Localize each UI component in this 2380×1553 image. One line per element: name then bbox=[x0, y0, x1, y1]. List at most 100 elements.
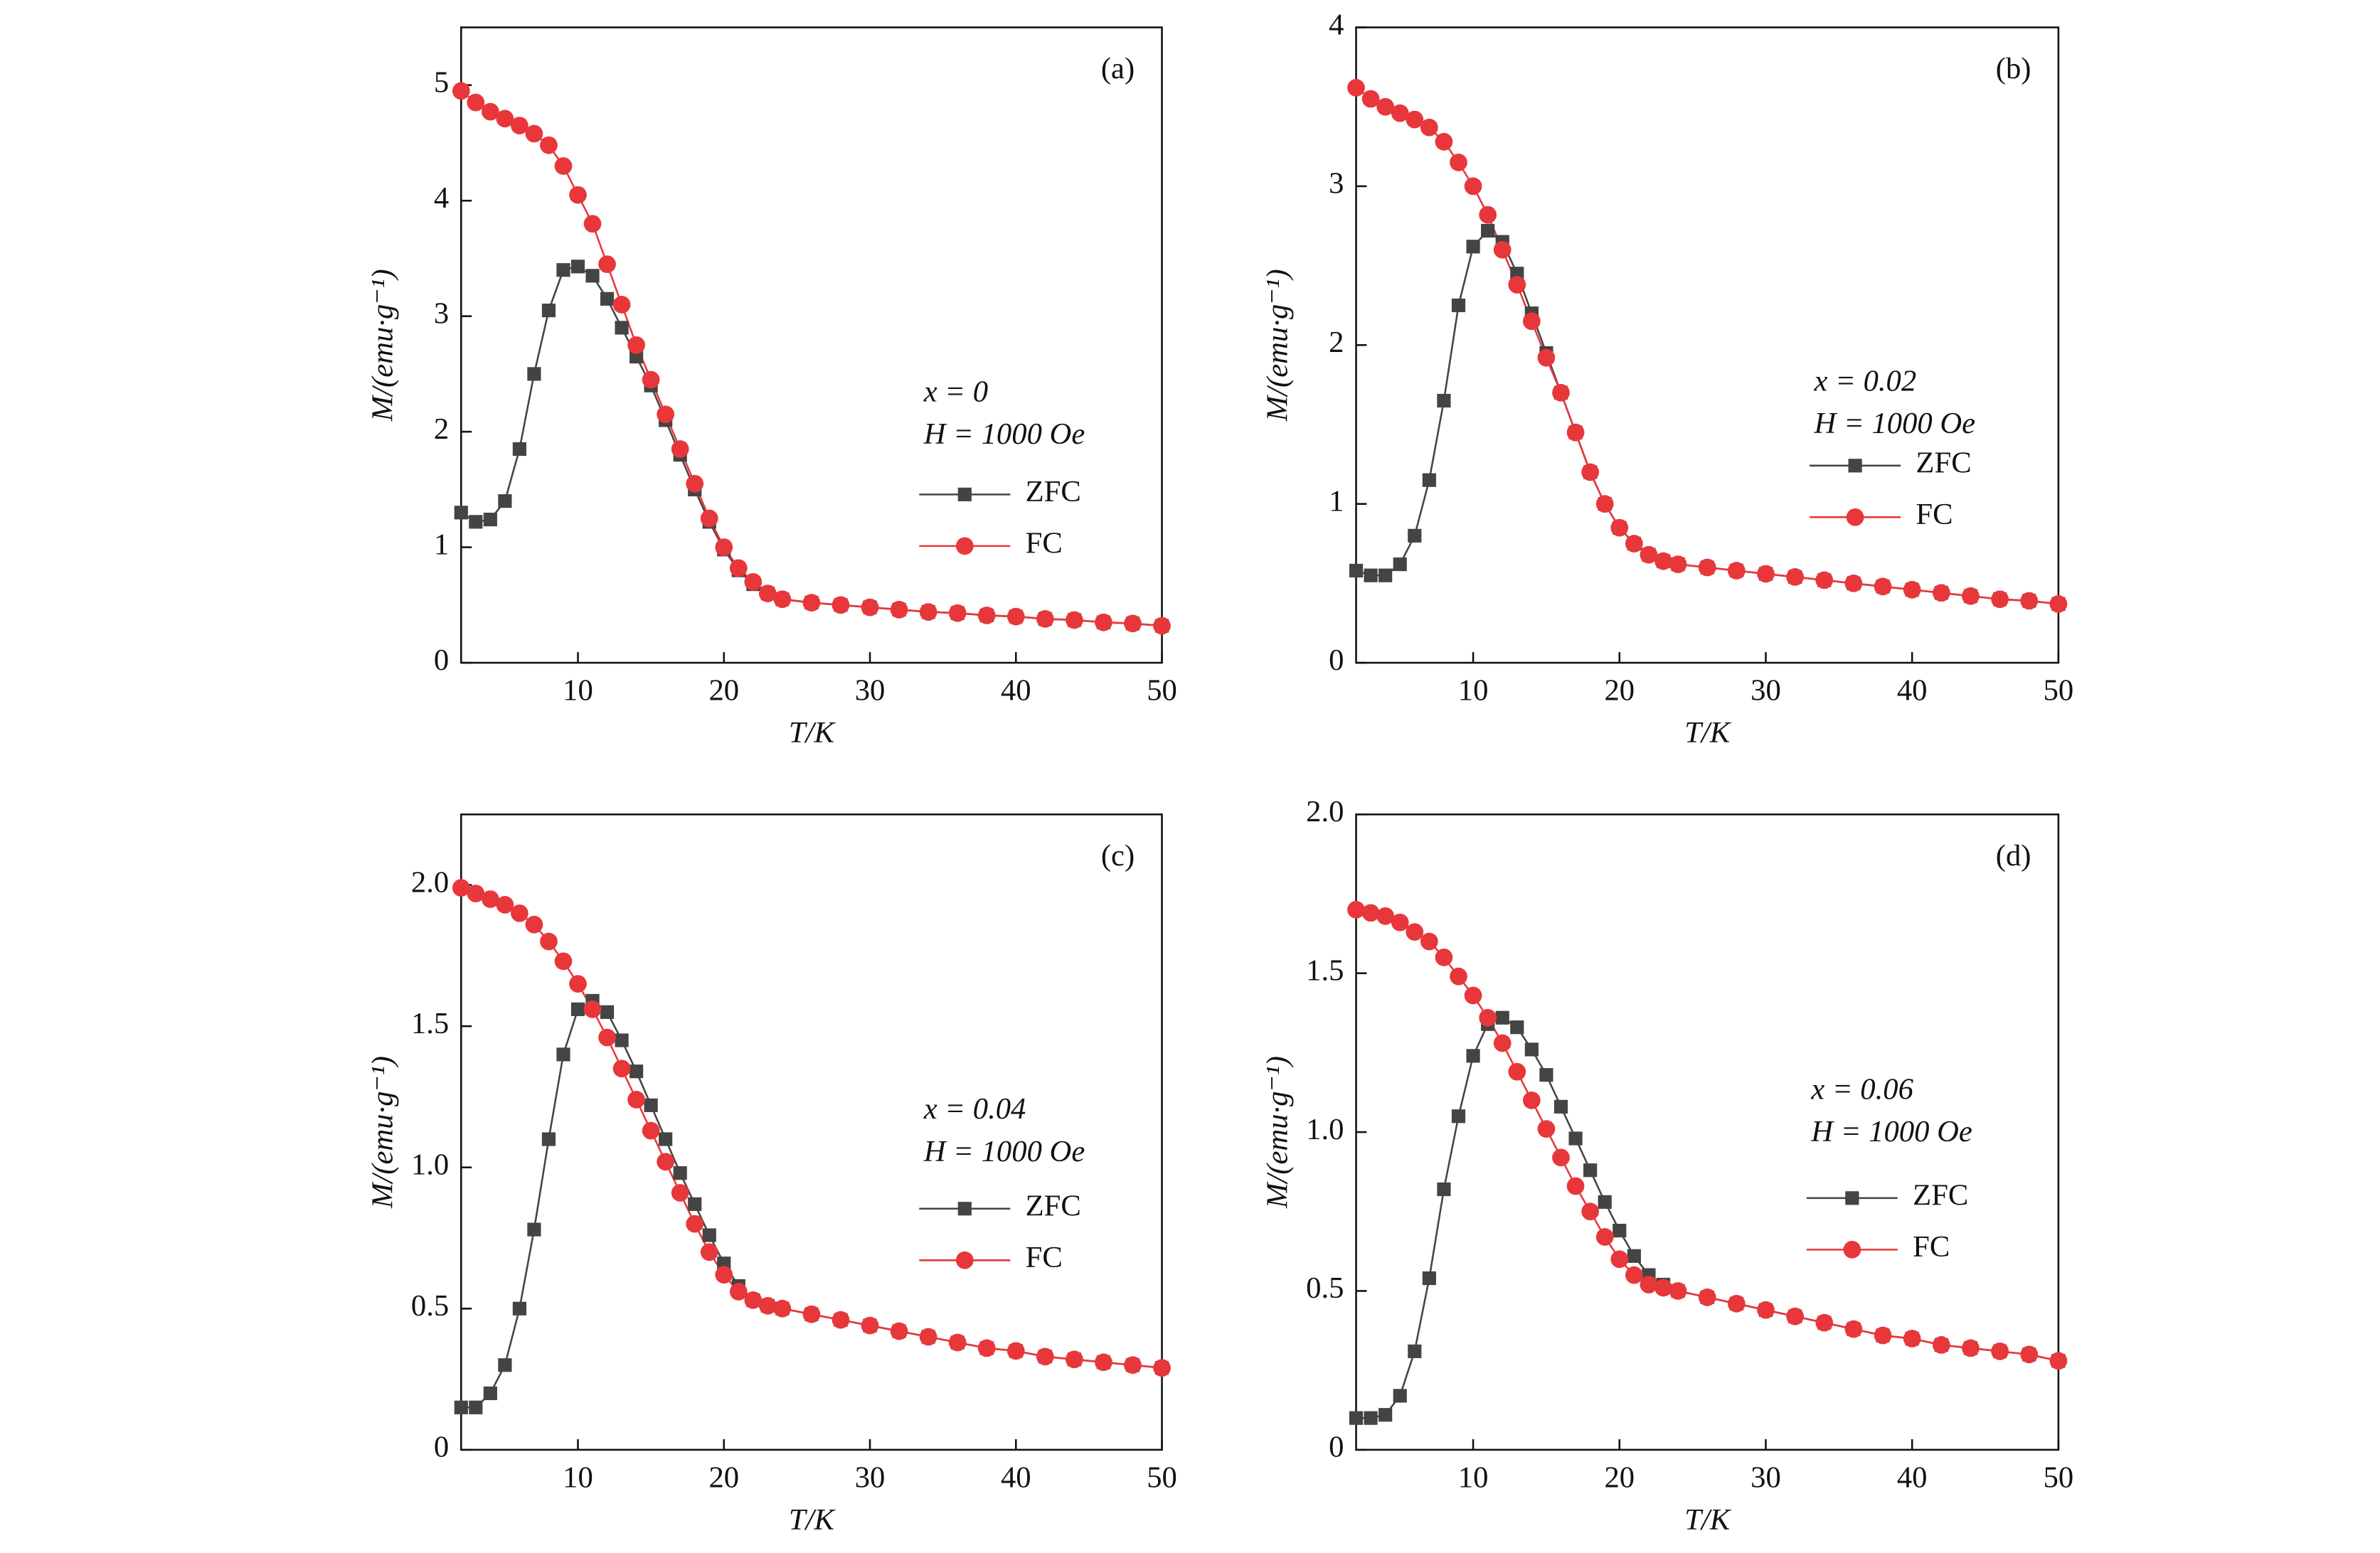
data-point bbox=[1654, 552, 1672, 570]
panel-label: (b) bbox=[1996, 52, 2031, 85]
legend-marker bbox=[1845, 1191, 1859, 1205]
data-point bbox=[1566, 423, 1585, 442]
data-point bbox=[1727, 1294, 1746, 1313]
legend-label: ZFC bbox=[1026, 475, 1081, 508]
data-point bbox=[1568, 1131, 1583, 1146]
y-tick-label: 2 bbox=[1329, 326, 1344, 359]
data-point bbox=[627, 336, 645, 354]
data-point bbox=[525, 915, 543, 934]
data-point bbox=[1435, 948, 1453, 966]
data-point bbox=[1420, 118, 1438, 137]
data-point bbox=[644, 1098, 658, 1112]
x-tick-label: 50 bbox=[2044, 673, 2074, 707]
data-point bbox=[511, 117, 528, 134]
data-point bbox=[1464, 177, 1482, 196]
data-point bbox=[1522, 312, 1541, 331]
data-point bbox=[1786, 1307, 1804, 1325]
data-point bbox=[1537, 348, 1556, 367]
y-tick-label: 2 bbox=[434, 412, 449, 446]
data-point bbox=[773, 590, 792, 609]
data-point bbox=[600, 1005, 615, 1019]
data-point bbox=[629, 1064, 644, 1079]
data-point bbox=[525, 124, 543, 143]
data-point bbox=[540, 932, 558, 951]
data-point bbox=[1581, 1202, 1600, 1221]
data-point bbox=[1450, 967, 1467, 986]
data-point bbox=[1378, 1408, 1393, 1422]
data-point bbox=[583, 215, 602, 233]
data-point bbox=[1640, 545, 1658, 564]
data-point bbox=[1522, 1092, 1541, 1109]
data-point bbox=[1347, 79, 1365, 97]
data-point bbox=[1698, 1288, 1716, 1306]
data-point bbox=[454, 506, 468, 520]
data-point bbox=[744, 572, 763, 591]
data-point bbox=[977, 1339, 996, 1357]
x-tick-label: 10 bbox=[563, 673, 593, 707]
x-tick-label: 40 bbox=[1897, 1461, 1928, 1494]
y-tick-label: 4 bbox=[434, 181, 449, 215]
data-point bbox=[702, 1228, 716, 1242]
data-point bbox=[498, 1358, 512, 1372]
annotation: x = 0.06 bbox=[1810, 1072, 1913, 1106]
data-point bbox=[1466, 1049, 1480, 1063]
data-point bbox=[481, 102, 499, 121]
data-point bbox=[1466, 240, 1480, 254]
data-point bbox=[629, 349, 644, 364]
legend-marker bbox=[955, 537, 974, 555]
y-tick-label: 1.5 bbox=[1306, 954, 1344, 987]
data-point bbox=[570, 260, 585, 274]
data-point bbox=[1479, 206, 1497, 224]
x-tick-label: 10 bbox=[1458, 673, 1489, 707]
data-point bbox=[1066, 1350, 1083, 1369]
data-point bbox=[1364, 1411, 1378, 1425]
data-point bbox=[1450, 154, 1467, 171]
data-point bbox=[1393, 1389, 1407, 1403]
annotation: H = 1000 Oe bbox=[923, 417, 1085, 451]
data-point bbox=[527, 1222, 541, 1237]
y-tick-label: 0 bbox=[1329, 1431, 1344, 1464]
legend-label: FC bbox=[1916, 498, 1953, 531]
y-tick-label: 1.5 bbox=[411, 1007, 449, 1040]
panel: 10 20 30 40 50 0 0.5 1.0 1.5 2.0 T/K M/(emu·g⁻¹) (d)… bbox=[1261, 795, 2074, 1537]
data-point bbox=[1815, 571, 1834, 589]
data-point bbox=[671, 440, 689, 458]
data-point bbox=[919, 1328, 937, 1346]
data-point bbox=[657, 1153, 675, 1171]
x-tick-label: 10 bbox=[1458, 1461, 1489, 1494]
data-point bbox=[861, 598, 879, 617]
data-point bbox=[1669, 1282, 1687, 1300]
data-point bbox=[832, 1311, 850, 1329]
x-tick-label: 20 bbox=[1604, 673, 1635, 707]
data-point bbox=[2049, 595, 2068, 613]
data-point bbox=[890, 1322, 908, 1340]
y-tick-label: 3 bbox=[434, 297, 449, 330]
x-tick-label: 20 bbox=[1604, 1461, 1635, 1494]
y-axis-label: M/(emu·g⁻¹) bbox=[1261, 1056, 1295, 1209]
data-point bbox=[1598, 1195, 1612, 1209]
x-tick-label: 50 bbox=[1147, 1461, 1177, 1494]
data-point bbox=[1422, 473, 1436, 487]
legend-label: ZFC bbox=[1026, 1190, 1081, 1223]
data-point bbox=[1493, 240, 1512, 259]
data-point bbox=[541, 1132, 556, 1146]
data-point bbox=[540, 136, 558, 154]
x-tick-label: 50 bbox=[2044, 1461, 2074, 1494]
data-point bbox=[1553, 1099, 1568, 1114]
data-point bbox=[1479, 1008, 1497, 1027]
data-point bbox=[554, 157, 573, 175]
data-point bbox=[1991, 590, 2009, 609]
y-tick-label: 1.0 bbox=[1306, 1113, 1344, 1146]
annotation: H = 1000 Oe bbox=[1814, 407, 1976, 440]
data-point bbox=[1036, 609, 1054, 628]
legend-marker bbox=[1848, 459, 1862, 473]
legend-marker bbox=[1843, 1240, 1861, 1259]
data-point bbox=[483, 1386, 497, 1401]
data-point bbox=[1537, 1120, 1556, 1138]
y-tick-label: 0 bbox=[434, 644, 449, 677]
data-point bbox=[802, 594, 821, 612]
x-tick-label: 20 bbox=[708, 673, 739, 707]
data-point bbox=[1124, 614, 1142, 633]
y-tick-label: 2.0 bbox=[411, 865, 449, 899]
legend-label: FC bbox=[1026, 1241, 1063, 1274]
